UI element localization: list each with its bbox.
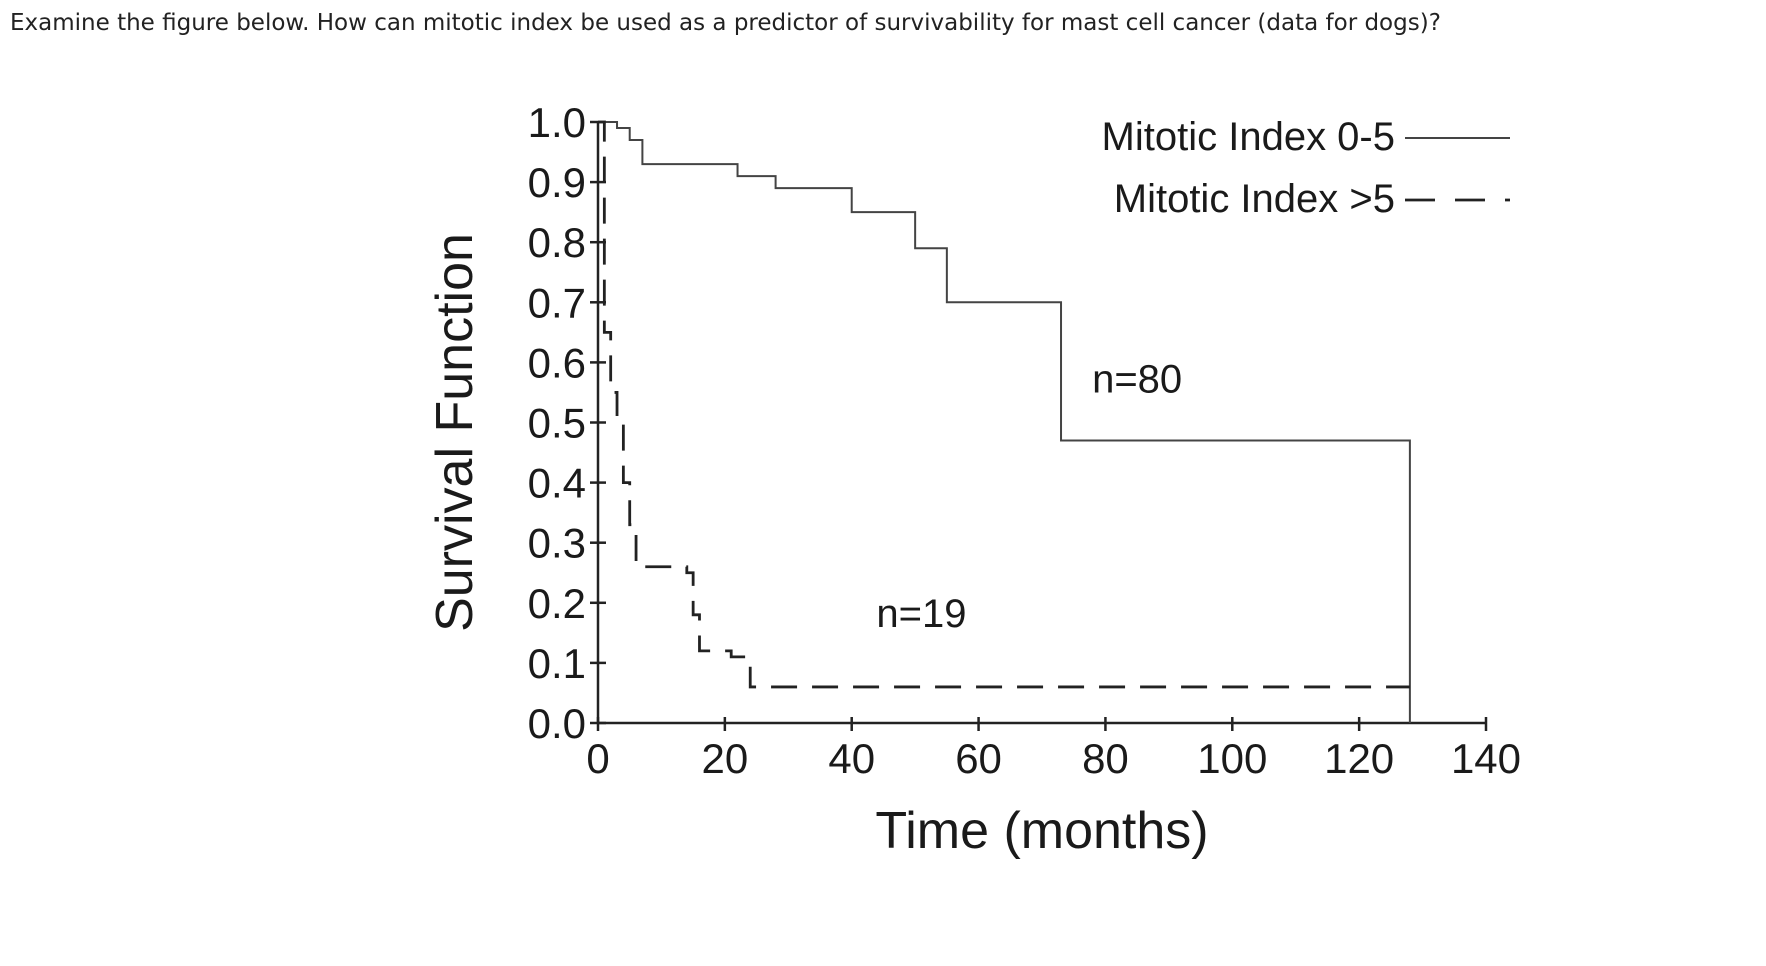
legend: Mitotic Index 0-5 Mitotic Index >5	[1102, 115, 1510, 221]
legend-label: Mitotic Index 0-5	[1102, 115, 1395, 159]
x-tick-label: 80	[1082, 735, 1129, 782]
x-tick-label: 20	[701, 735, 748, 782]
series-annotation: n=19	[876, 592, 966, 636]
series-lines: n=80 n=19	[598, 120, 1411, 723]
y-axis-title: Survival Function	[426, 233, 484, 632]
series-line-low-mitotic	[598, 121, 1411, 723]
x-tick-label: 60	[955, 735, 1002, 782]
question-text: Examine the figure below. How can mitoti…	[10, 10, 1441, 36]
y-tick-label: 1.0	[528, 99, 586, 146]
series-annotation: n=80	[1092, 357, 1182, 401]
y-tick-label: 0.4	[528, 460, 586, 507]
y-tick-label: 0.0	[528, 700, 586, 747]
x-tick-label: 100	[1197, 735, 1267, 782]
y-tick-label: 0.6	[528, 339, 586, 386]
axes: 0 20 40 60 80 100 120 140 0.0 0.1 0.2 0.3 0.4 0.5 0.6 0…	[528, 99, 1521, 782]
x-tick-label: 140	[1451, 735, 1521, 782]
y-tick-label: 0.5	[528, 400, 586, 447]
y-tick-label: 0.9	[528, 159, 586, 206]
y-tick-label: 0.1	[528, 640, 586, 687]
y-tick-label: 0.8	[528, 219, 586, 266]
series-line-high-mitotic	[598, 120, 1410, 689]
x-axis-title: Time (months)	[875, 802, 1208, 860]
x-tick-label: 0	[586, 735, 609, 782]
x-tick-label: 120	[1324, 735, 1394, 782]
y-tick-label: 0.7	[528, 279, 586, 326]
y-tick-label: 0.3	[528, 520, 586, 567]
x-tick-label: 40	[828, 735, 875, 782]
legend-label: Mitotic Index >5	[1114, 177, 1395, 221]
y-tick-label: 0.2	[528, 580, 586, 627]
